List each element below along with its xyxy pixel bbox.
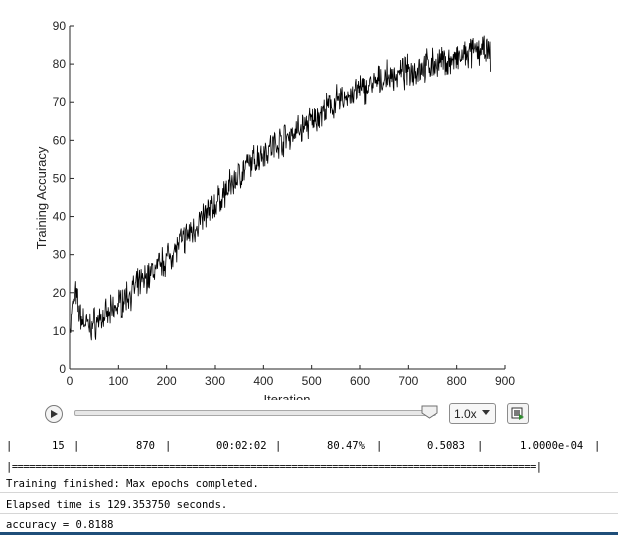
elapsed-time-text: Elapsed time is 129.353750 seconds. bbox=[6, 499, 228, 511]
export-animation-button[interactable] bbox=[507, 403, 529, 424]
y-tick-label: 70 bbox=[53, 95, 67, 109]
speed-value: 1.0x bbox=[454, 406, 477, 421]
y-tick-label: 90 bbox=[53, 19, 67, 33]
y-tick-label: 80 bbox=[53, 57, 67, 71]
divider bbox=[0, 513, 618, 514]
x-tick-label: 0 bbox=[67, 374, 74, 388]
play-button[interactable] bbox=[45, 405, 63, 423]
export-video-icon bbox=[511, 407, 524, 420]
training-figure: 0 10 20 30 40 50 60 70 80 90 0 100 200 300 400 500 600 7… bbox=[34, 19, 515, 400]
x-tick-label: 200 bbox=[157, 374, 177, 388]
y-tick-label: 20 bbox=[53, 286, 67, 300]
speed-select[interactable]: 1.0x bbox=[449, 403, 496, 424]
x-tick-label: 700 bbox=[398, 374, 418, 388]
table-separator: |=======================================… bbox=[6, 461, 542, 473]
y-axis-label: Training Accuracy bbox=[34, 146, 49, 249]
command-window: | 15 | 870 | 00:02:02 | 80.47% | 0.5083 … bbox=[0, 440, 618, 535]
slider-thumb[interactable] bbox=[421, 405, 438, 419]
iteration-cell: 870 bbox=[136, 440, 155, 452]
learn-rate-cell: 1.0000e-04 bbox=[520, 440, 584, 452]
training-accuracy-line bbox=[70, 35, 491, 341]
y-tick-label: 60 bbox=[53, 133, 67, 147]
x-tick-label: 100 bbox=[108, 374, 128, 388]
training-finished-text: Training finished: Max epochs completed. bbox=[6, 478, 259, 490]
chevron-down-icon bbox=[482, 410, 490, 415]
accuracy-plot: 0 10 20 30 40 50 60 70 80 90 0 100 200 300 400 500 600 7… bbox=[34, 19, 515, 400]
loss-cell: 0.5083 bbox=[427, 440, 465, 452]
y-tick-label: 0 bbox=[59, 362, 66, 376]
playback-slider[interactable] bbox=[74, 410, 436, 416]
x-tick-label: 600 bbox=[350, 374, 370, 388]
accuracy-cell: 80.47% bbox=[327, 440, 365, 452]
x-tick-label: 800 bbox=[447, 374, 467, 388]
progress-table-row: | 15 | 870 | 00:02:02 | 80.47% | 0.5083 … bbox=[6, 440, 601, 452]
epoch-cell: 15 bbox=[52, 440, 65, 452]
accuracy-result-text: accuracy = 0.8188 bbox=[6, 519, 114, 531]
play-icon bbox=[51, 410, 58, 418]
x-axis-label: Iteration bbox=[264, 392, 311, 400]
window-bottom-edge bbox=[0, 532, 618, 535]
x-tick-label: 500 bbox=[302, 374, 322, 388]
x-tick-label: 300 bbox=[205, 374, 225, 388]
time-cell: 00:02:02 bbox=[216, 440, 267, 452]
divider bbox=[0, 492, 618, 493]
y-tick-label: 30 bbox=[53, 248, 67, 262]
y-tick-label: 50 bbox=[53, 171, 67, 185]
y-tick-label: 10 bbox=[53, 324, 67, 338]
x-tick-label: 400 bbox=[253, 374, 273, 388]
x-tick-label: 900 bbox=[495, 374, 515, 388]
y-tick-label: 40 bbox=[53, 210, 67, 224]
